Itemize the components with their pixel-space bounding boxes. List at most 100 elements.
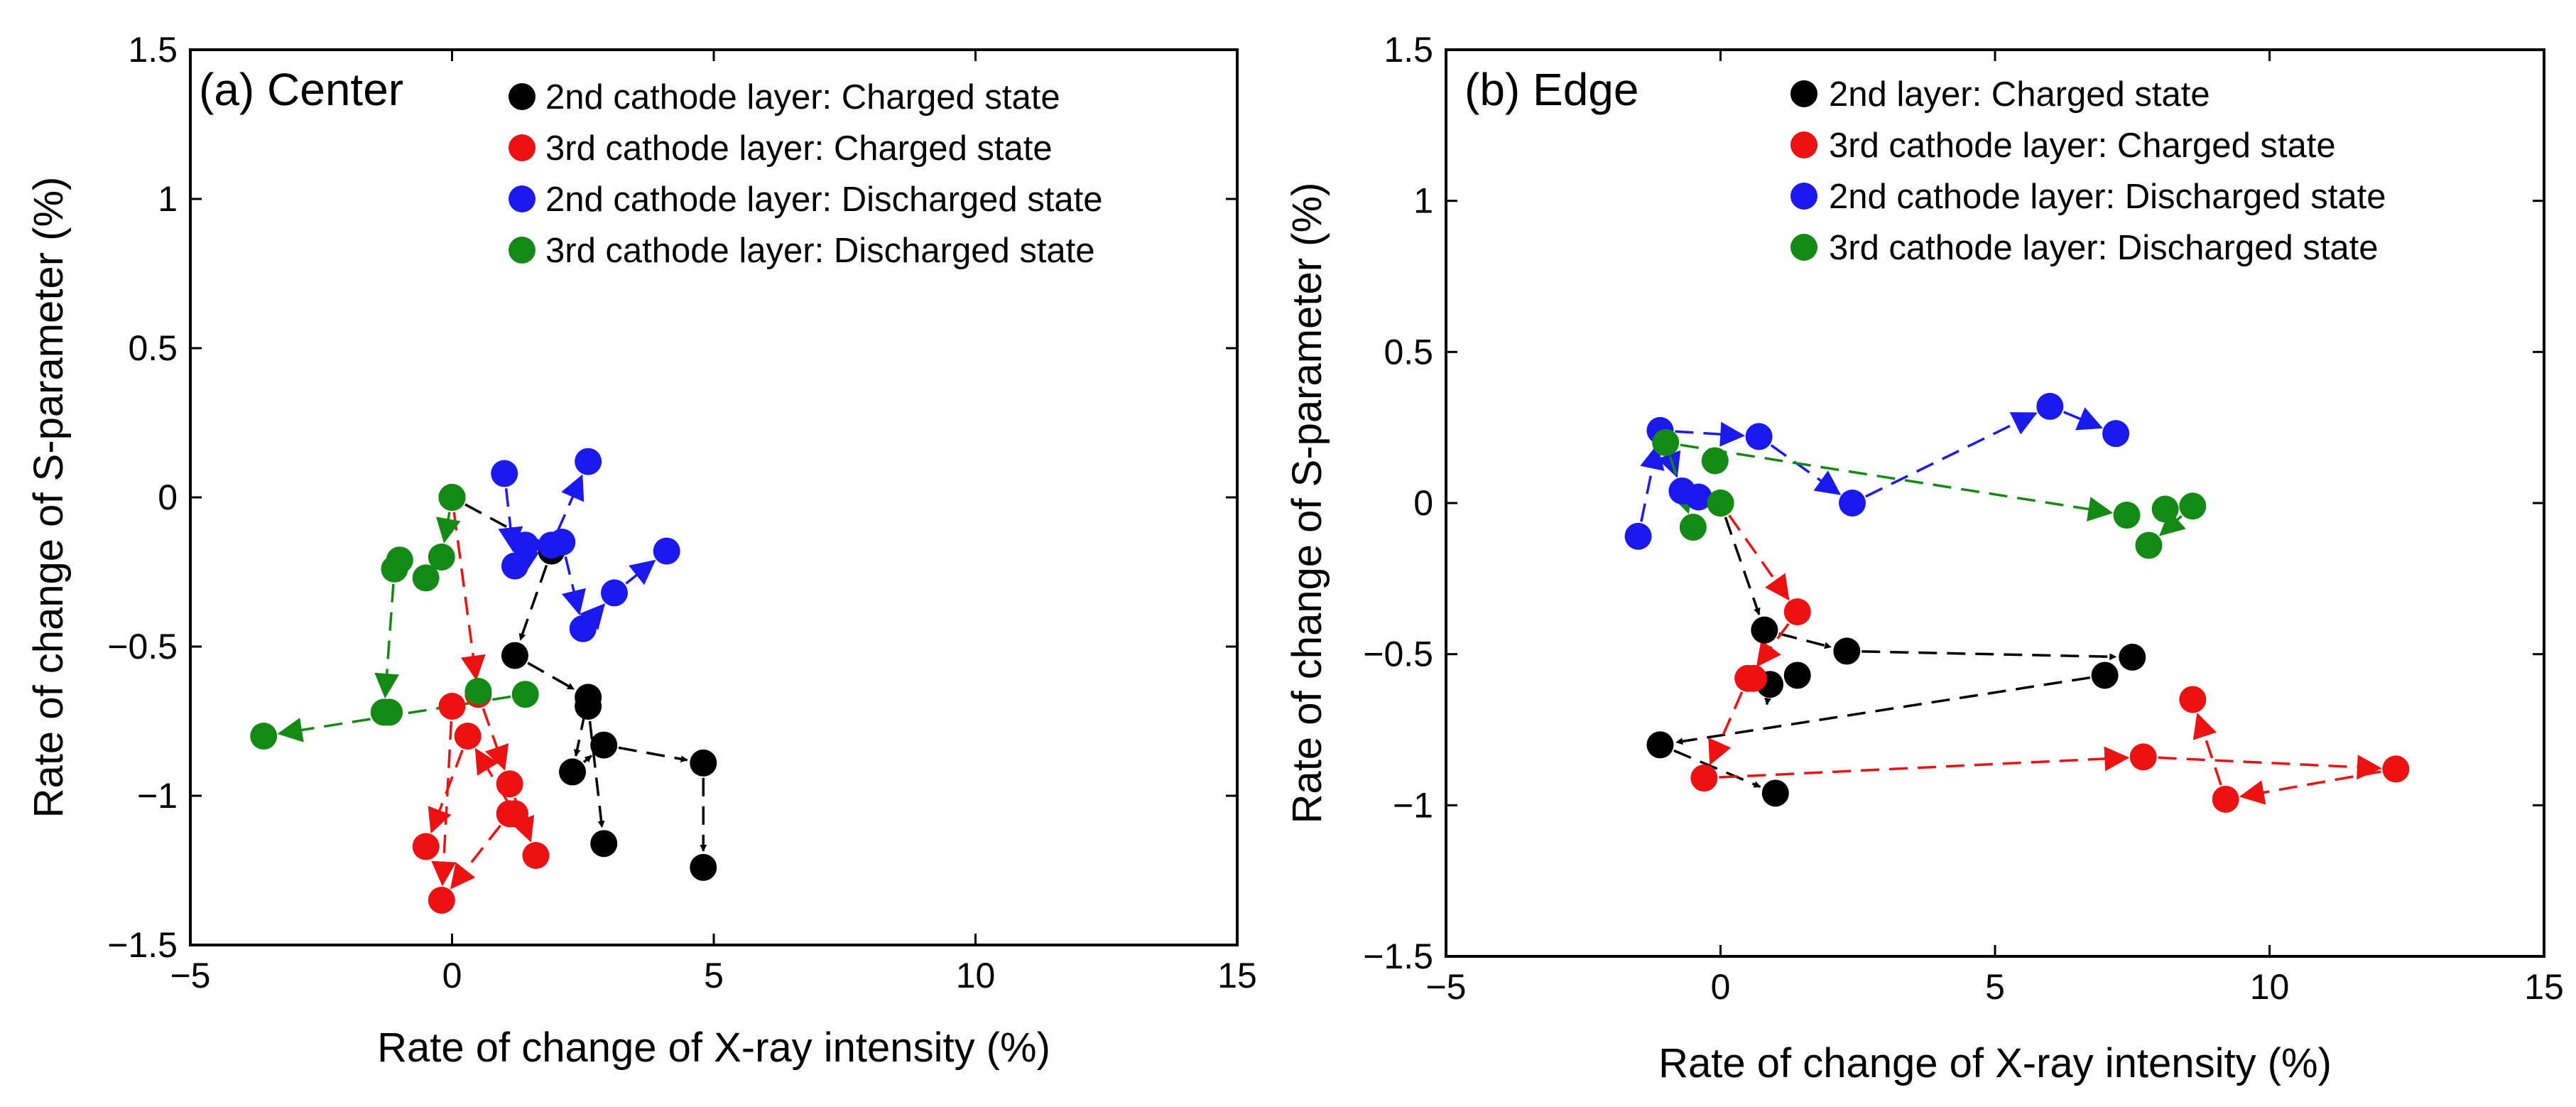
panel-a-point-series-3 [653, 537, 680, 565]
panel-b-legend-label-2: 3rd cathode layer: Charged state [1829, 126, 2336, 165]
panel-a-y-axis-label: Rate of change of S-parameter (%) [26, 177, 72, 819]
panel-b-arrow-black [1724, 517, 1761, 615]
panel-a-point-series-1 [559, 758, 587, 786]
panel-a-point-series-4 [376, 698, 403, 726]
panel-b: −5 0 5 10 15 1.5 1 0.5 0 −0.5 −1 −1.5 (b) Edge 2nd … [1284, 30, 2564, 1086]
panel-b-point-series-3 [1685, 483, 1712, 511]
panel-a-point-series-3 [491, 460, 518, 487]
panel-b-legend-label-4: 3rd cathode layer: Discharged state [1829, 229, 2379, 267]
panel-b-ticks: −5 0 5 10 15 1.5 1 0.5 0 −0.5 −1 −1.5 [1363, 30, 2564, 1007]
panel-a-point-series-1 [575, 693, 602, 720]
panel-a-arrow-blue [561, 556, 586, 615]
panel-b-point-series-3 [1624, 522, 1652, 550]
panel-a-arrow-red [450, 824, 501, 890]
panel-b-point-series-2 [2179, 686, 2207, 713]
panel-a-arrow-black [582, 755, 592, 764]
panel-a-y-tick-label: −1.5 [107, 925, 178, 965]
panel-b-point-series-1 [1761, 779, 1789, 807]
panel-a-arrow-blue [625, 559, 656, 585]
panel-a-point-series-4 [464, 678, 492, 705]
panel-a-title: (a) Center [199, 64, 403, 115]
panel-b-y-tick-label: −1.5 [1363, 936, 1433, 976]
panel-a-x-tick-label: 10 [956, 956, 996, 995]
panel-a-arrow-blue [579, 603, 606, 630]
panel-a-point-series-1 [501, 642, 528, 669]
panel-a-legend-marker-4 [509, 237, 536, 264]
panel-b-legend-marker-4 [1790, 234, 1817, 261]
panel-a-point-series-3 [575, 448, 602, 475]
panel-a-arrow-black [618, 746, 688, 763]
panel-a-y-tick-label: 0.5 [128, 328, 178, 368]
panel-b-point-series-4 [2135, 531, 2163, 559]
panel-a-point-series-2 [454, 723, 482, 750]
panel-a-arrow-black [527, 662, 575, 691]
panel-a-x-tick-label: 15 [1217, 956, 1257, 995]
panel-b-arrow-black [1862, 650, 2117, 661]
panel-b-arrow-black [1778, 632, 1832, 649]
panel-b-point-series-4 [1679, 514, 1707, 541]
panel-a-legend-marker-3 [509, 185, 536, 212]
panel-a-arrow-black [573, 711, 587, 757]
panel-b-legend-marker-1 [1790, 80, 1817, 107]
panel-a-arrow-blue [556, 474, 585, 532]
panel-a-arrow-green [374, 583, 400, 698]
panel-a-arrow-red [452, 512, 486, 681]
panel-b-x-tick-label: 5 [1985, 967, 2005, 1007]
panel-b-arrow-black [1764, 697, 1772, 706]
panel-a-y-tick-label: −0.5 [107, 627, 178, 666]
panel-b-x-tick-label: 0 [1711, 967, 1731, 1007]
panel-a-point-series-3 [511, 531, 539, 559]
panel-b-arrow-green [1680, 443, 2114, 522]
panel-a-point-series-3 [600, 579, 628, 607]
panel-b-point-series-4 [2113, 502, 2141, 529]
panel-b-y-tick-label: −1 [1393, 785, 1433, 825]
panel-a-x-tick-label: 5 [704, 956, 724, 995]
panel-b-point-series-3 [2036, 392, 2064, 420]
panel-b-y-tick-label: −0.5 [1363, 634, 1433, 674]
panel-a-arrow-black [588, 720, 605, 828]
panel-b-y-tick-label: 0.5 [1384, 332, 1433, 372]
panel-b-point-series-4 [1701, 447, 1729, 475]
panel-a-legend-label-3: 2nd cathode layer: Discharged state [545, 180, 1102, 219]
panel-a-point-series-1 [690, 853, 717, 881]
panel-b-arrow-blue [1865, 412, 2038, 498]
panel-a-point-series-2 [496, 800, 523, 828]
panel-b-x-tick-label: 10 [2250, 967, 2290, 1007]
panel-a-x-axis-label: Rate of change of X-ray intensity (%) [377, 1025, 1050, 1071]
panel-a-point-series-2 [412, 833, 440, 860]
panel-a-ticks: −5 0 5 10 15 1.5 1 0.5 0 −0.5 −1 −1.5 [107, 30, 1257, 995]
panel-a-legend-marker-1 [509, 83, 536, 110]
panel-b-x-tick-label: 15 [2524, 967, 2564, 1007]
panel-a-data-layer [250, 448, 717, 914]
panel-b-point-series-2 [1690, 765, 1718, 792]
panel-b-point-series-1 [2091, 662, 2119, 689]
panel-a: −5 0 5 10 15 1.5 1 0.5 0 −0.5 −1 −1.5 (a) Center 2n… [26, 30, 1257, 1071]
panel-a-arrow-red [482, 708, 509, 771]
panel-a-y-tick-label: 1 [158, 179, 178, 219]
panel-b-point-series-4 [2179, 492, 2207, 520]
panel-a-y-tick-label: 1.5 [128, 30, 178, 70]
panel-a-point-series-4 [412, 564, 440, 592]
panel-a-point-series-2 [522, 842, 550, 869]
panel-b-y-tick-label: 1.5 [1384, 30, 1433, 70]
panel-b-point-series-4 [1652, 428, 1680, 456]
panel-b-legend-marker-2 [1790, 131, 1817, 158]
panel-a-point-series-2 [428, 887, 455, 914]
panel-b-x-tick-label: −5 [1425, 967, 1466, 1007]
panel-b-title: (b) Edge [1464, 64, 1638, 115]
panel-a-point-series-4 [511, 681, 539, 708]
panel-a-point-series-1 [590, 830, 618, 858]
panel-b-point-series-2 [1739, 664, 1767, 692]
panel-b-arrow-red [1708, 691, 1744, 766]
panel-a-arrow-green [435, 512, 461, 544]
panel-a-point-series-3 [569, 615, 597, 642]
panel-a-point-series-3 [501, 552, 528, 580]
panel-a-legend-marker-2 [509, 134, 536, 161]
panel-a-arrow-red [431, 720, 457, 887]
panel-b-point-series-1 [1646, 731, 1674, 759]
panel-a-arrow-blue [498, 488, 523, 553]
panel-b-y-axis-label: Rate of change of S-parameter (%) [1284, 183, 1330, 824]
panel-b-point-series-2 [2129, 743, 2157, 771]
panel-b-x-axis-label: Rate of change of X-ray intensity (%) [1658, 1040, 2332, 1086]
